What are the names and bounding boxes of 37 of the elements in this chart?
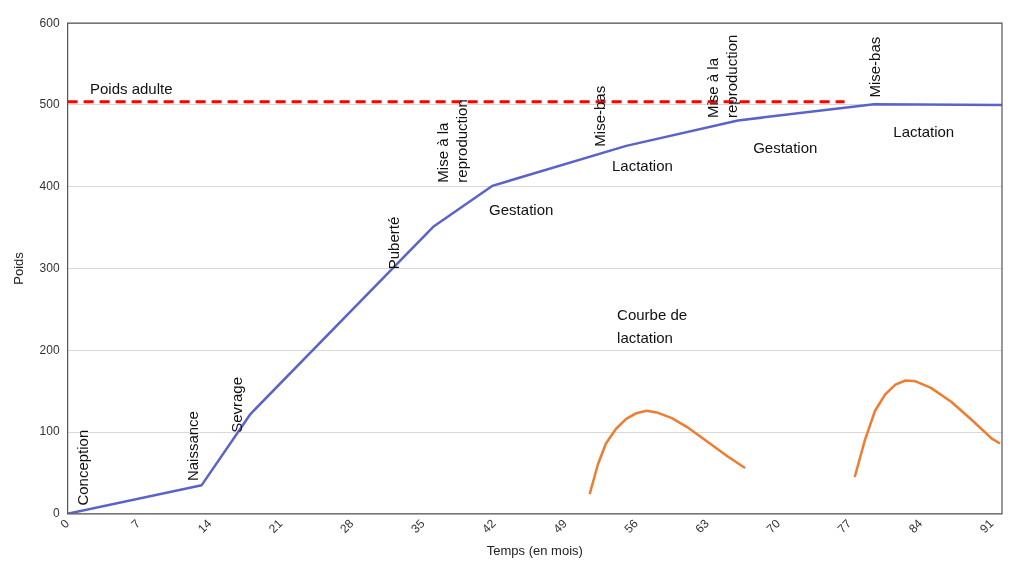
x-tick-label: 7 xyxy=(128,516,144,532)
x-tick-label: 77 xyxy=(834,516,855,536)
x-tick-label: 21 xyxy=(266,516,286,536)
annotation: Gestation xyxy=(753,139,818,157)
annotation: Puberté xyxy=(385,216,403,270)
x-tick-label: 56 xyxy=(621,516,642,536)
x-tick-label: 35 xyxy=(408,516,428,536)
x-tick-label: 0 xyxy=(57,516,73,532)
annotation: Lactation xyxy=(612,157,673,175)
annotation: Sevrage xyxy=(227,376,245,433)
x-tick-label: 14 xyxy=(194,516,215,536)
y-tick-label: 300 xyxy=(39,260,60,275)
x-tick-label: 70 xyxy=(763,516,784,536)
y-tick-label: 500 xyxy=(39,97,60,112)
annotation: Naissance xyxy=(184,411,202,482)
y-tick-label: 100 xyxy=(39,424,60,439)
annotation: Poids adulte xyxy=(89,79,173,97)
x-tick-label: 49 xyxy=(550,516,570,536)
y-tick-label: 200 xyxy=(39,342,60,357)
annotation: Conception xyxy=(74,429,92,506)
y-tick-label: 400 xyxy=(39,179,60,194)
annotation: Gestation xyxy=(489,200,554,218)
annotation: Mise-bas xyxy=(591,85,609,147)
x-tick-label: 91 xyxy=(976,516,997,536)
y-axis-title: Poids xyxy=(11,251,27,285)
annotation: Courbe de lactation xyxy=(617,306,688,346)
y-tick-label: 600 xyxy=(39,15,60,30)
x-tick-label: 84 xyxy=(905,516,926,536)
y-tick-label: 0 xyxy=(52,506,60,521)
annotation: Mise à la reproduction xyxy=(433,99,470,183)
annotation: Mise à la reproduction xyxy=(704,34,741,119)
x-tick-label: 28 xyxy=(337,516,357,536)
annotation: Lactation xyxy=(893,122,955,140)
x-axis-title: Temps (en mois) xyxy=(486,542,583,558)
x-tick-label: 63 xyxy=(692,516,713,536)
annotation: Mise-bas xyxy=(865,36,883,98)
x-tick-label: 42 xyxy=(479,516,499,536)
